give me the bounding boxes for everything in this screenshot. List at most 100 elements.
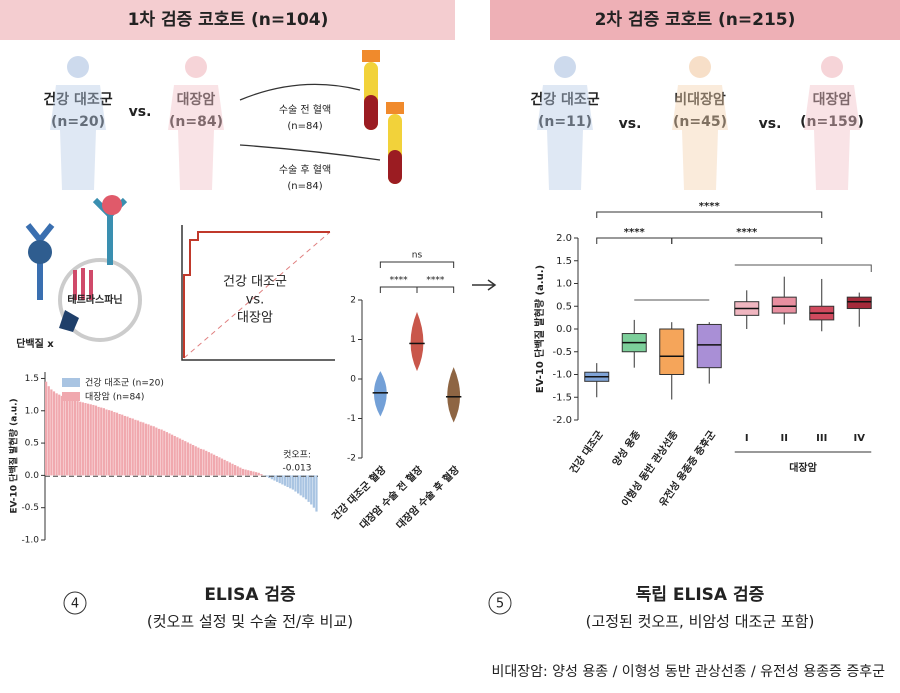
bar — [171, 434, 174, 476]
box — [659, 328, 685, 375]
y-tick-label: -0.5 — [21, 503, 39, 513]
bar — [218, 457, 221, 476]
sig-label: **** — [736, 227, 758, 238]
x-tick-label: 양성 용종 — [609, 428, 643, 468]
bar — [249, 470, 252, 476]
bar — [168, 433, 171, 476]
bar — [73, 400, 77, 476]
group-n: (n=20) — [51, 114, 105, 130]
bar — [281, 475, 284, 485]
y-tick-label: 1 — [350, 335, 356, 345]
bar — [199, 448, 203, 476]
box — [846, 296, 872, 310]
bar — [92, 404, 95, 476]
bar — [160, 429, 163, 476]
y-tick-label: 1.5 — [25, 374, 39, 384]
bar — [236, 466, 239, 476]
sample-label: 수술 후 혈액 — [279, 163, 331, 176]
bar — [304, 475, 308, 500]
bar — [47, 386, 50, 476]
bar — [108, 410, 111, 476]
sig-label: **** — [426, 276, 445, 286]
y-tick-label: -1.0 — [552, 370, 572, 381]
bar — [147, 424, 150, 476]
bar — [131, 418, 134, 476]
legend-label: 대장암 (n=84) — [85, 391, 144, 403]
person-icon — [537, 85, 593, 190]
bar — [294, 475, 297, 492]
bar — [278, 475, 281, 484]
vs: vs. — [759, 116, 782, 132]
person-icon — [168, 85, 224, 190]
y-tick-label: -0.5 — [552, 347, 572, 358]
bar — [102, 408, 105, 476]
bar — [163, 430, 166, 476]
bar — [184, 441, 187, 476]
bar — [87, 403, 90, 476]
bar — [97, 406, 100, 476]
bar — [291, 475, 294, 490]
panel-title: ELISA 검증 — [204, 585, 296, 605]
bar — [207, 452, 210, 476]
bar — [228, 462, 231, 476]
group-label: 대장암 — [789, 461, 817, 474]
x-tick-label: I — [745, 433, 749, 444]
header-band — [0, 0, 455, 40]
bar — [110, 410, 113, 476]
bar — [142, 422, 145, 476]
y-tick-label: -2.0 — [552, 415, 572, 426]
box — [771, 296, 797, 314]
vs: vs. — [129, 104, 152, 120]
y-tick-label: -1 — [347, 414, 356, 424]
arrow — [239, 83, 361, 101]
bar — [315, 475, 318, 512]
bar — [129, 417, 132, 476]
bar — [302, 475, 305, 498]
bar — [307, 475, 310, 502]
roc-label: vs. — [246, 293, 265, 308]
group-n: (n=159) — [800, 114, 864, 130]
group-n: (n=84) — [169, 114, 223, 130]
bar — [60, 395, 63, 476]
bar — [194, 446, 197, 476]
person-icon — [185, 56, 207, 78]
y-tick-label: -2 — [347, 454, 356, 464]
group-label: 건강 대조군 — [530, 91, 599, 108]
bar — [241, 468, 245, 476]
person-icon — [804, 85, 860, 190]
bar — [63, 397, 66, 476]
bar — [186, 442, 189, 476]
bar — [79, 401, 82, 476]
person-icon — [50, 85, 106, 190]
bar — [176, 437, 179, 476]
bar — [68, 399, 71, 476]
step-number: 5 — [496, 597, 504, 612]
bar — [247, 470, 250, 476]
y-tick-label: 1.0 — [556, 279, 572, 290]
sample-n: (n=84) — [287, 181, 322, 192]
header-band — [490, 0, 900, 40]
bar — [118, 414, 121, 476]
sig-label: **** — [624, 227, 646, 238]
bar — [150, 425, 153, 476]
x-tick-label: II — [781, 433, 788, 444]
footnote: 비대장암: 양성 용종 / 이형성 동반 관상선종 / 유전성 용종증 증후군 — [491, 664, 885, 680]
sig-label: ns — [412, 251, 423, 261]
sig-label: **** — [699, 201, 721, 212]
bar — [55, 393, 58, 476]
person-icon — [821, 56, 843, 78]
bar — [231, 463, 234, 476]
bar — [113, 412, 116, 476]
step-circle — [488, 591, 512, 615]
group-bracket — [634, 264, 872, 301]
sig-bracket — [596, 211, 823, 218]
bar — [58, 394, 61, 476]
bar — [189, 443, 192, 476]
violin — [373, 371, 387, 417]
bar — [155, 427, 158, 476]
bar — [310, 475, 313, 505]
legend-swatch — [62, 392, 80, 401]
bar — [283, 475, 287, 486]
bar — [297, 475, 300, 494]
